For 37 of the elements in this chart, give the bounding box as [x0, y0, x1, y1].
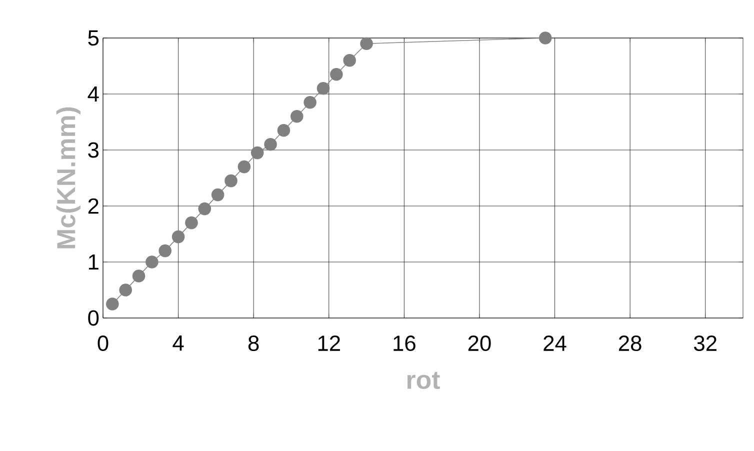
x-tick-label: 16 [394, 336, 416, 352]
point [146, 256, 158, 268]
x-tick-label: 20 [468, 336, 491, 352]
point [238, 160, 251, 174]
y-tick-label: 0 [88, 310, 99, 326]
x-tick-label: 32 [694, 336, 716, 352]
point [290, 110, 304, 123]
point [172, 230, 185, 244]
point [106, 298, 119, 310]
point [132, 270, 146, 282]
point [538, 32, 552, 44]
point [316, 82, 330, 95]
x-tick-label: 28 [618, 336, 642, 352]
y-tick-label: 5 [88, 30, 99, 46]
point [224, 174, 238, 188]
point [250, 146, 264, 160]
point [119, 284, 132, 296]
y-tick-label: 4 [88, 86, 99, 102]
y-tick-label: 3 [88, 142, 99, 158]
x-tick-label: 8 [248, 336, 259, 352]
y-axis-title: Mc(KN.mm) [56, 107, 80, 248]
y-tick-label: 1 [88, 254, 98, 270]
x-tick-label: 12 [318, 336, 340, 351]
point [158, 244, 172, 258]
point [264, 138, 277, 151]
point [211, 188, 224, 202]
point [330, 68, 343, 81]
point [360, 37, 373, 50]
point [343, 54, 356, 67]
point [198, 202, 212, 216]
point [185, 216, 198, 230]
y-tick-label: 2 [88, 198, 98, 214]
x-tick-label: 24 [544, 336, 566, 351]
x-axis-title: rot [407, 372, 440, 390]
point [304, 96, 316, 109]
point [277, 124, 290, 137]
x-tick-label: 4 [172, 336, 184, 351]
